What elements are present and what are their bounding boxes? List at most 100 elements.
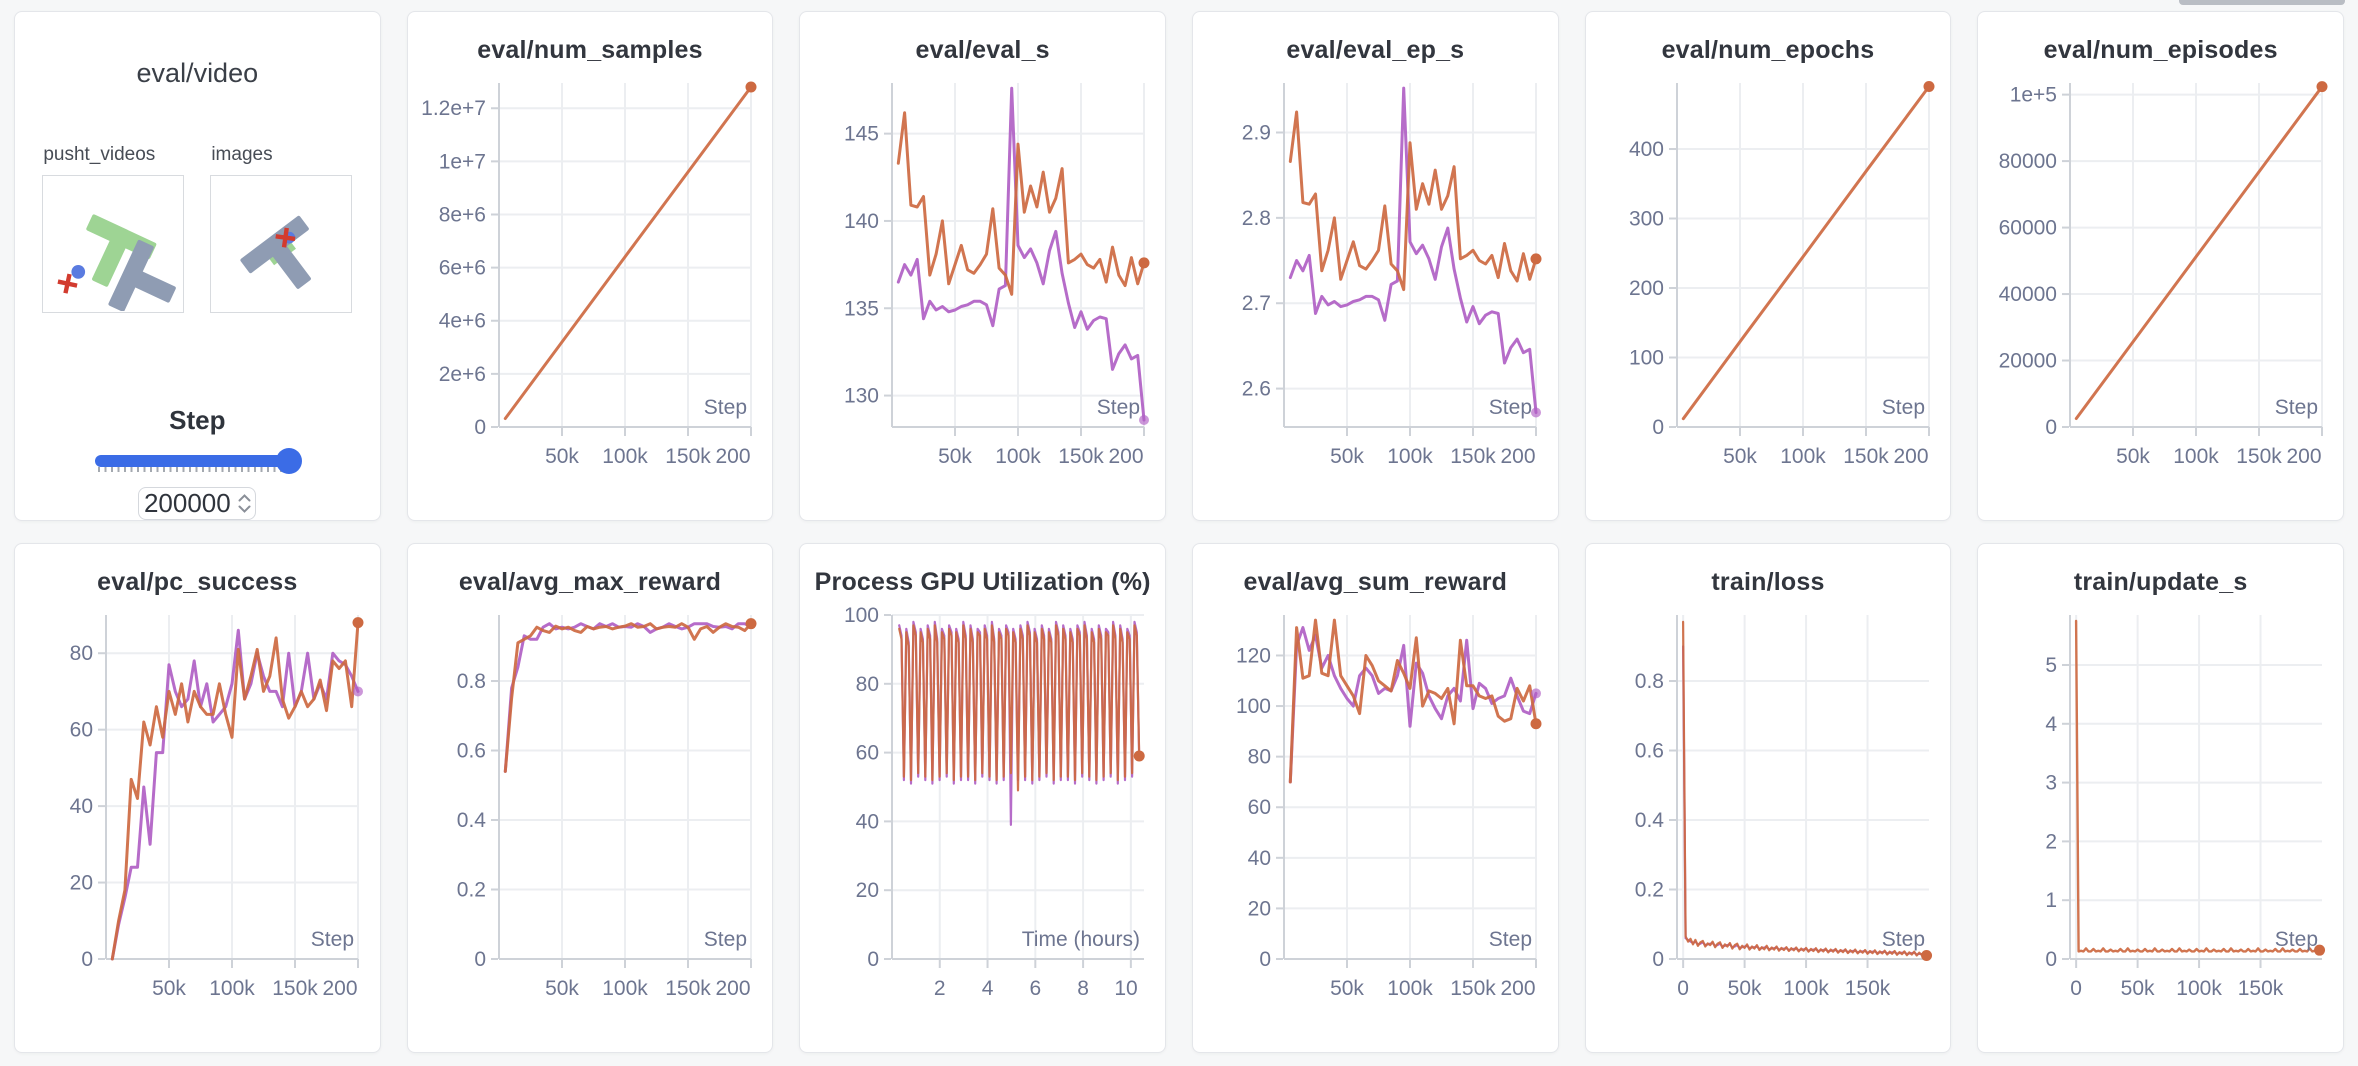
series-line-purple [1289,626,1538,784]
x-axis-label: Step [1489,928,1532,951]
x-tick-label: 150k [1845,977,1891,1000]
series-end-dot-orange [2316,81,2328,93]
chart-eval-avg-sum-reward[interactable]: 50k 100k 150k 200 0 20 40 60 80 100 120 Step [1206,601,1544,1025]
y-tick-label: 5 [2045,654,2057,677]
media-item-images: images [210,144,353,313]
y-tick-label: 0 [1260,948,1272,971]
chart-train-update-s[interactable]: 0 50k 100k 150k 0 1 2 3 4 5 Step [1992,601,2330,1025]
x-tick-label: 200 [1893,445,1928,468]
x-axis-label: Step [1489,396,1532,419]
step-number-input[interactable]: 200000 [138,487,257,520]
x-tick-label: 100k [602,445,648,468]
y-tick-label: 60 [1248,796,1271,819]
y-tick-label: 400 [1629,138,1664,161]
pusht-video-thumbnail[interactable] [42,175,185,313]
chart-eval-avg-max-reward[interactable]: 50k 100k 150k 200 0 0.2 0.4 0.6 0.8 Step [421,601,759,1025]
x-tick-label: 50k [1330,445,1364,468]
x-tick-label: 100k [2173,445,2219,468]
series-line-purple [1681,645,1928,956]
step-slider-thumb[interactable] [276,448,303,474]
chart-title: train/loss [1711,568,1825,596]
y-tick-label: 0.8 [1635,670,1664,693]
chart-eval-num-episodes[interactable]: 50k 100k 150k 200 0 20000 40000 60000 80000 1e+5 S… [1992,69,2330,493]
y-tick-label: 6e+6 [439,257,486,280]
chart-title: eval/num_epochs [1661,36,1875,64]
series-line-orange [896,111,1146,296]
series-line-orange [1681,85,1931,421]
horizontal-scrollbar-thumb[interactable] [2179,0,2345,5]
step-slider[interactable] [95,448,303,474]
x-tick-label: 200 [1501,977,1536,1000]
series-line-orange [503,85,753,420]
series-end-dot-orange [2313,944,2325,956]
x-tick-label: 100k [1388,977,1434,1000]
chart-train-loss[interactable]: 0 50k 100k 150k 0 0.2 0.4 0.6 0.8 Step [1599,601,1937,1025]
y-tick-label: 1 [2045,889,2057,912]
step-slider-track[interactable] [95,455,300,467]
y-tick-label: 0.6 [1635,740,1664,763]
x-tick-label: 200 [715,445,750,468]
images-block-t-shape [240,215,312,289]
x-axis-label: Step [704,396,747,419]
x-axis-label: Step [1882,396,1925,419]
x-tick-label: 50k [1728,977,1762,1000]
images-thumbnail[interactable] [210,175,353,313]
y-tick-label: 2.8 [1242,207,1271,230]
series-line-orange [1289,110,1538,292]
y-tick-label: 4 [2045,713,2057,736]
media-item-label: images [211,144,273,165]
series-end-dot-orange [1138,257,1150,269]
series-line-orange [2074,619,2321,953]
y-tick-label: 80 [855,673,878,696]
step-value: 200000 [143,488,231,518]
panel-eval-num-epochs: eval/num_epochs 50k 100k 150k 200 0 100 200 300… [1584,11,1952,521]
stepper-up-icon[interactable] [238,494,251,502]
chart-eval-eval-ep-s[interactable]: 50k 100k 150k 200 2.6 2.7 2.8 2.9 Step [1206,69,1544,493]
y-tick-label: 140 [844,210,879,233]
panel-eval-eval-s: eval/eval_s 50k 100k 150k 200 130 135 140 145 St… [799,11,1166,521]
y-tick-label: 80 [70,642,93,665]
y-tick-label: 120 [1236,644,1271,667]
y-tick-label: 100 [1236,695,1271,718]
x-tick-label: 150k [273,977,319,1000]
series-end-dot-orange [1530,718,1542,730]
series-end-dot-purple [353,686,364,697]
y-tick-label: 0.4 [457,809,487,832]
images-goal-cross-icon [275,227,296,248]
x-axis-label: Step [2274,396,2317,419]
x-tick-label: 200 [323,977,358,1000]
y-tick-label: 130 [844,385,879,408]
stepper-down-icon[interactable] [238,505,251,513]
series-end-dot-purple [1138,415,1149,426]
x-tick-label: 100k [1780,445,1826,468]
chart-title: eval/avg_sum_reward [1243,568,1508,596]
x-tick-label: 200 [1501,445,1536,468]
chart-eval-num-samples[interactable]: 50k 100k 150k 200 0 2e+6 4e+6 6e+6 8e+6 1e+7 1.2e+… [421,69,759,493]
series-end-dot-orange [745,618,757,630]
y-tick-label: 0 [867,948,879,971]
x-tick-label: 2 [934,977,946,1000]
y-tick-label: 40 [70,795,93,818]
y-tick-label: 0 [2045,948,2057,971]
chart-eval-pc-success[interactable]: 50k 100k 150k 200 0 20 40 60 80 Step [28,601,366,1025]
y-tick-label: 8e+6 [439,203,486,226]
x-tick-label: 0 [1677,977,1689,1000]
y-tick-label: 20 [70,872,93,895]
y-tick-label: 60 [855,742,878,765]
panel-train-update-s: train/update_s 0 50k 100k 150k 0 1 2 3 4 5 Step [1977,543,2344,1053]
x-tick-label: 100k [995,445,1041,468]
x-tick-label: 150k [665,445,711,468]
series-end-dot-purple [1531,407,1542,418]
chart-eval-eval-s[interactable]: 50k 100k 150k 200 130 135 140 145 Step [814,69,1152,493]
series-end-dot-orange [745,81,757,93]
series-end-dot-purple [1531,688,1542,699]
series-line-purple [896,86,1146,422]
y-tick-label: 1e+7 [439,150,486,173]
chart-title: eval/eval_s [915,36,1050,64]
x-tick-label: 100k [210,977,256,1000]
x-tick-label: 0 [2070,977,2082,1000]
series-end-dot-orange [1923,80,1935,92]
images-scene-image [240,215,312,289]
